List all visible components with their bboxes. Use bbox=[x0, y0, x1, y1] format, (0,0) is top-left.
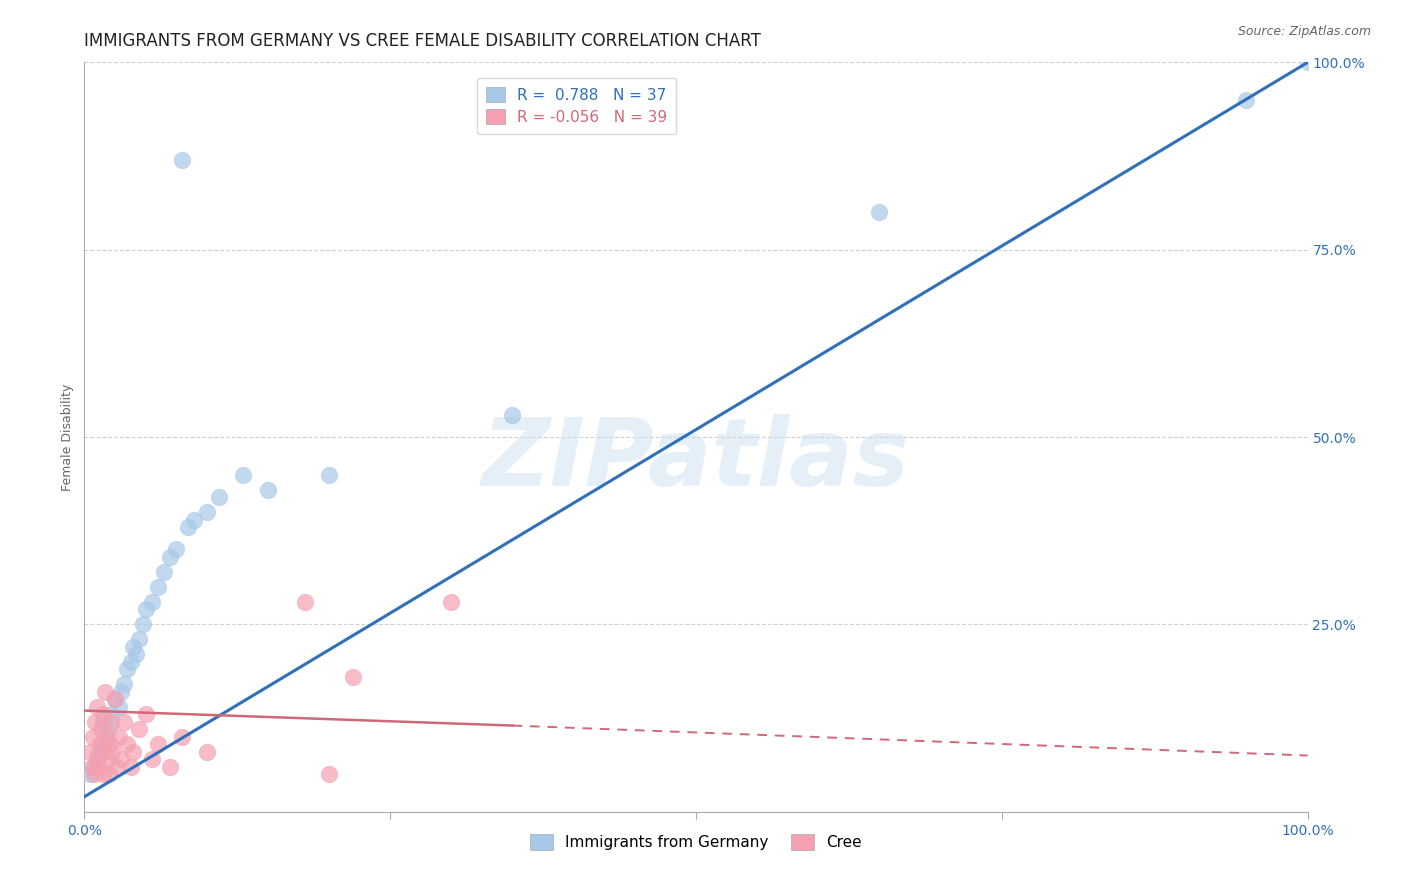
Point bbox=[84, 714, 107, 729]
Point bbox=[135, 707, 157, 722]
Point bbox=[90, 723, 112, 737]
Point bbox=[101, 745, 124, 759]
Point bbox=[105, 760, 128, 774]
Point bbox=[96, 730, 118, 744]
Point bbox=[1236, 93, 1258, 107]
Point bbox=[97, 752, 120, 766]
Legend: Immigrants from Germany, Cree: Immigrants from Germany, Cree bbox=[524, 829, 868, 856]
Point bbox=[91, 714, 114, 729]
Point bbox=[100, 714, 122, 729]
Point bbox=[86, 752, 108, 766]
Point bbox=[91, 707, 114, 722]
Point bbox=[195, 745, 218, 759]
Point bbox=[110, 752, 132, 766]
Point bbox=[82, 730, 104, 744]
Point bbox=[318, 767, 340, 781]
Text: IMMIGRANTS FROM GERMANY VS CREE FEMALE DISABILITY CORRELATION CHART: IMMIGRANTS FROM GERMANY VS CREE FEMALE D… bbox=[84, 32, 761, 50]
Point bbox=[159, 760, 181, 774]
Point bbox=[107, 730, 129, 744]
Point bbox=[83, 760, 105, 774]
Point bbox=[146, 737, 169, 751]
Point bbox=[177, 520, 200, 534]
Point bbox=[135, 602, 157, 616]
Point bbox=[104, 692, 127, 706]
Point bbox=[91, 767, 114, 781]
Point bbox=[208, 490, 231, 504]
Point bbox=[87, 745, 110, 759]
Point bbox=[86, 752, 108, 766]
Point bbox=[195, 505, 218, 519]
Point bbox=[86, 699, 108, 714]
Point bbox=[146, 580, 169, 594]
Point bbox=[97, 767, 120, 781]
Point bbox=[141, 752, 163, 766]
Point bbox=[122, 640, 145, 654]
Point bbox=[89, 737, 111, 751]
Point bbox=[232, 467, 254, 482]
Point bbox=[440, 595, 463, 609]
Point bbox=[141, 595, 163, 609]
Point bbox=[294, 595, 316, 609]
Point bbox=[110, 685, 132, 699]
Point bbox=[153, 565, 176, 579]
Point bbox=[98, 737, 121, 751]
Point bbox=[104, 692, 127, 706]
Point bbox=[183, 512, 205, 526]
Point bbox=[107, 699, 129, 714]
Point bbox=[87, 760, 110, 774]
Point bbox=[91, 737, 114, 751]
Point bbox=[1296, 55, 1319, 70]
Point bbox=[172, 730, 194, 744]
Point bbox=[502, 408, 524, 422]
Point bbox=[83, 767, 105, 781]
Point bbox=[96, 730, 118, 744]
Point bbox=[318, 467, 340, 482]
Point bbox=[125, 648, 148, 662]
Point bbox=[132, 617, 155, 632]
Point bbox=[79, 767, 101, 781]
Point bbox=[80, 760, 103, 774]
Point bbox=[342, 670, 364, 684]
Point bbox=[115, 737, 138, 751]
Point bbox=[115, 662, 138, 676]
Point bbox=[128, 632, 150, 647]
Point bbox=[112, 677, 135, 691]
Point bbox=[97, 723, 120, 737]
Point bbox=[159, 549, 181, 564]
Point bbox=[120, 760, 142, 774]
Point bbox=[128, 723, 150, 737]
Point bbox=[79, 745, 101, 759]
Point bbox=[94, 685, 117, 699]
Y-axis label: Female Disability: Female Disability bbox=[60, 384, 75, 491]
Point bbox=[869, 205, 891, 219]
Point bbox=[165, 542, 187, 557]
Point bbox=[120, 655, 142, 669]
Text: ZIPatlas: ZIPatlas bbox=[482, 414, 910, 506]
Point bbox=[172, 153, 194, 167]
Point bbox=[93, 745, 115, 759]
Point bbox=[122, 745, 145, 759]
Point bbox=[112, 714, 135, 729]
Point bbox=[100, 707, 122, 722]
Point bbox=[257, 483, 280, 497]
Text: Source: ZipAtlas.com: Source: ZipAtlas.com bbox=[1237, 25, 1371, 38]
